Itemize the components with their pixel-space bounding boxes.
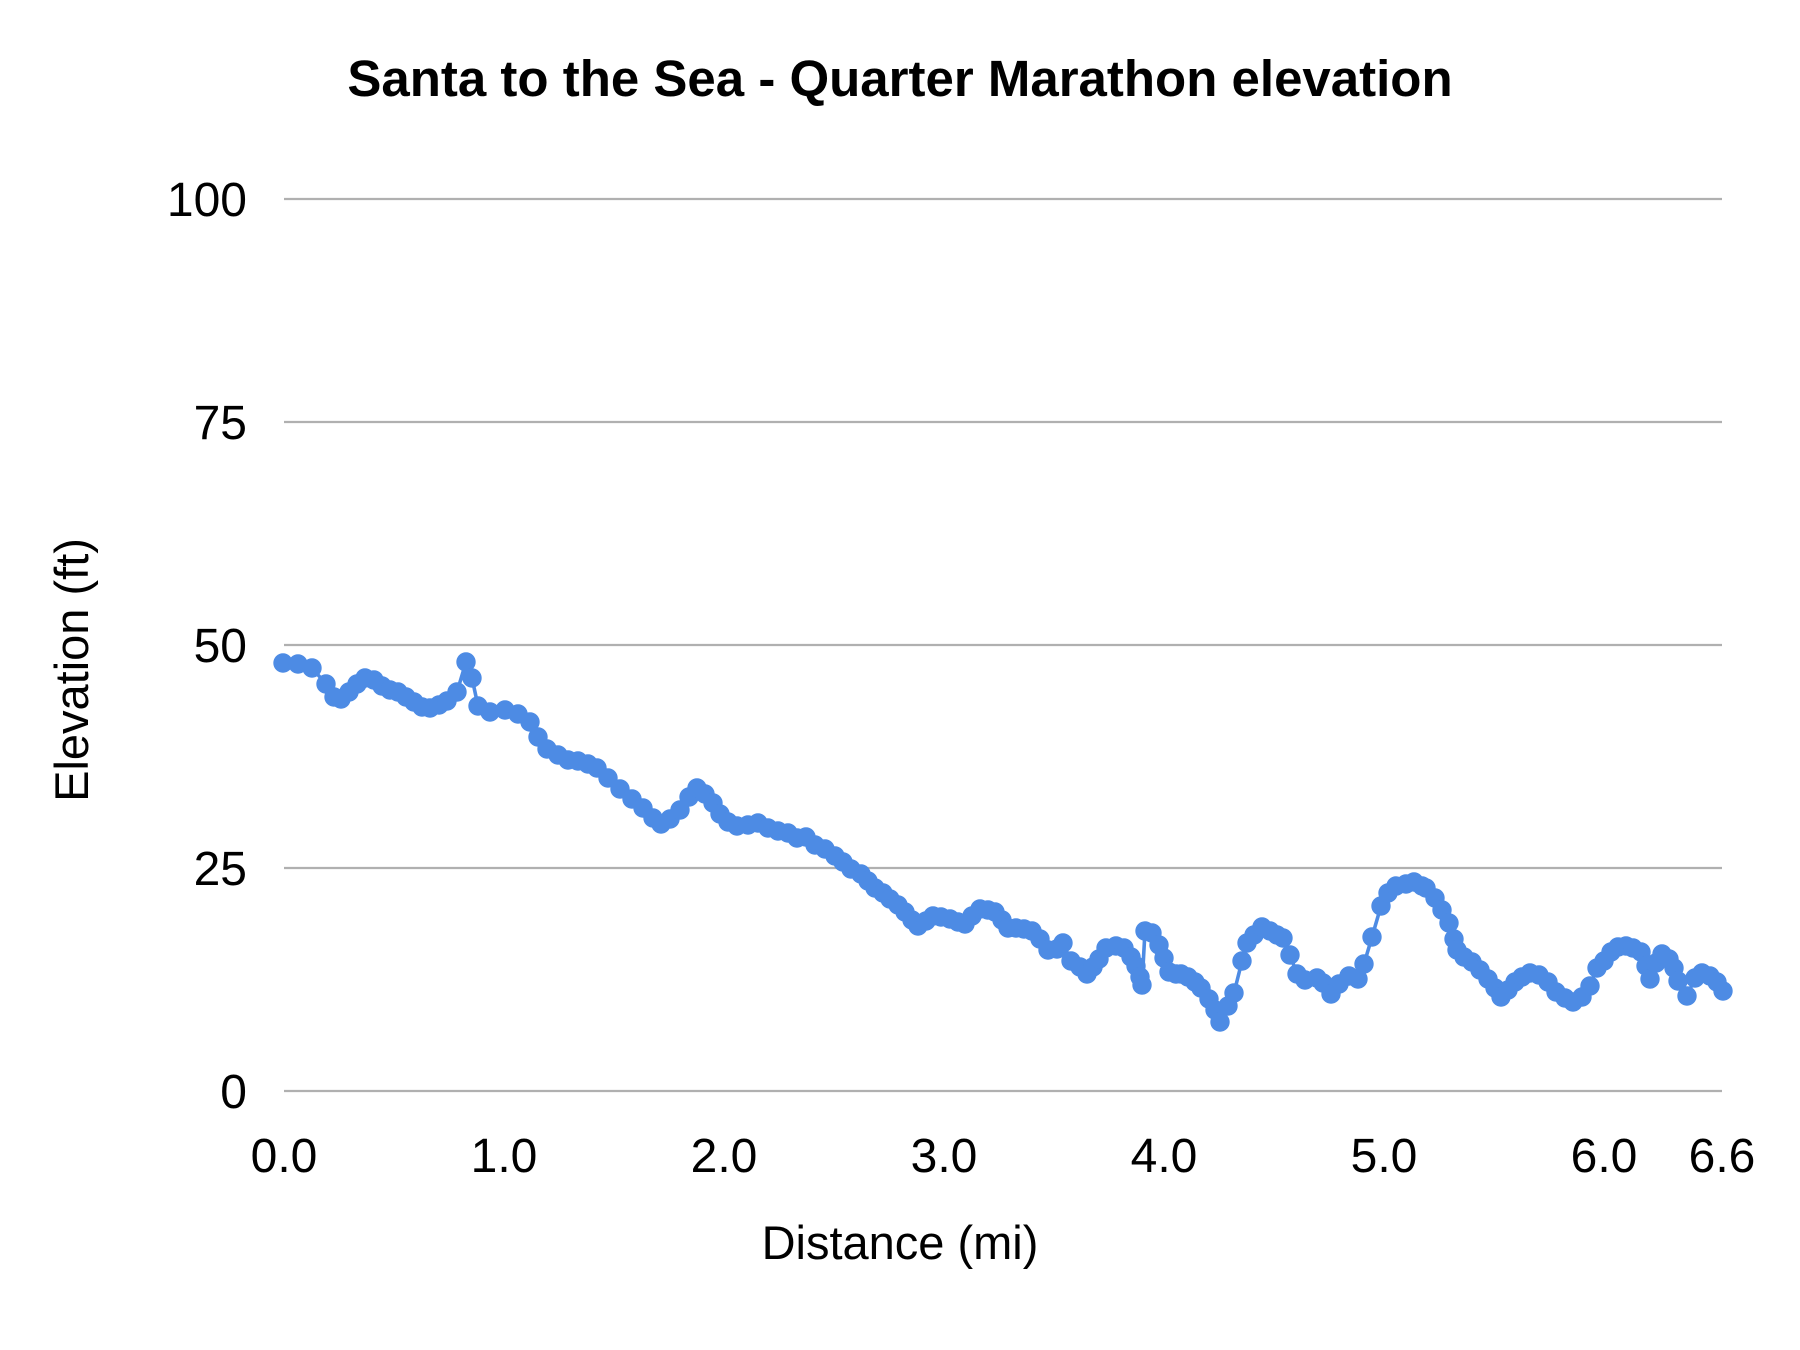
svg-text:0.0: 0.0 <box>251 1130 318 1183</box>
svg-text:4.0: 4.0 <box>1131 1130 1198 1183</box>
svg-text:75: 75 <box>194 397 247 450</box>
svg-text:Santa to the Sea - Quarter Mar: Santa to the Sea - Quarter Marathon elev… <box>347 50 1452 107</box>
svg-text:25: 25 <box>194 843 247 896</box>
svg-text:Elevation (ft): Elevation (ft) <box>45 538 98 802</box>
svg-text:5.0: 5.0 <box>1351 1130 1418 1183</box>
svg-text:Distance (mi): Distance (mi) <box>762 1216 1039 1269</box>
svg-text:100: 100 <box>167 174 247 227</box>
svg-text:50: 50 <box>194 620 247 673</box>
svg-text:3.0: 3.0 <box>911 1130 978 1183</box>
svg-text:6.0: 6.0 <box>1571 1130 1638 1183</box>
svg-text:2.0: 2.0 <box>691 1130 758 1183</box>
svg-text:1.0: 1.0 <box>471 1130 538 1183</box>
svg-text:6.6: 6.6 <box>1689 1130 1756 1183</box>
svg-text:0: 0 <box>220 1066 247 1119</box>
